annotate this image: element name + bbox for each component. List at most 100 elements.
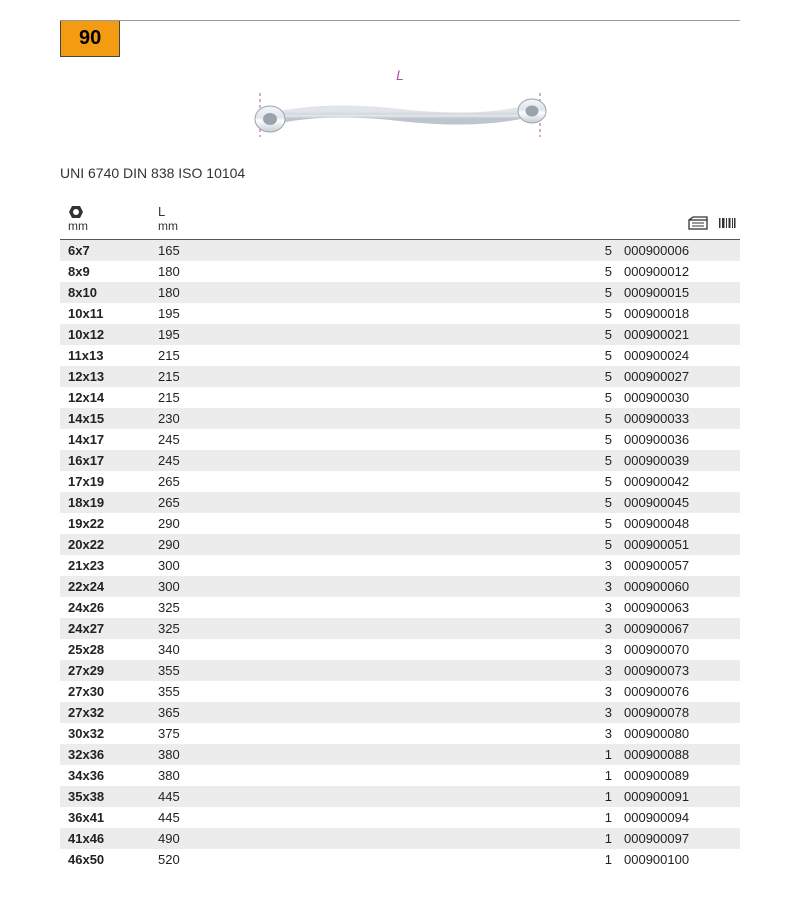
- cell-size: 27x30: [60, 681, 150, 702]
- cell-spacer: [270, 702, 580, 723]
- cell-spacer: [270, 324, 580, 345]
- table-row: 30x323753000900080: [60, 723, 740, 744]
- cell-qty: 3: [580, 702, 620, 723]
- cell-spacer: [270, 239, 580, 261]
- cell-size: 36x41: [60, 807, 150, 828]
- cell-length: 300: [150, 555, 270, 576]
- cell-spacer: [270, 387, 580, 408]
- cell-code: 000900012: [620, 261, 740, 282]
- cell-code: 000900063: [620, 597, 740, 618]
- cell-qty: 5: [580, 492, 620, 513]
- cell-code: 000900042: [620, 471, 740, 492]
- table-row: 24x263253000900063: [60, 597, 740, 618]
- cell-qty: 5: [580, 513, 620, 534]
- cell-spacer: [270, 429, 580, 450]
- cell-spacer: [270, 261, 580, 282]
- cell-size: 35x38: [60, 786, 150, 807]
- spec-table: mm L mm: [60, 199, 740, 870]
- hex-nut-icon: [68, 203, 84, 218]
- cell-code: 000900048: [620, 513, 740, 534]
- cell-size: 8x10: [60, 282, 150, 303]
- table-row: 34x363801000900089: [60, 765, 740, 786]
- cell-code: 000900033: [620, 408, 740, 429]
- cell-length: 180: [150, 282, 270, 303]
- cell-qty: 1: [580, 849, 620, 870]
- cell-size: 6x7: [60, 239, 150, 261]
- table-row: 11x132155000900024: [60, 345, 740, 366]
- cell-length: 290: [150, 513, 270, 534]
- cell-qty: 1: [580, 786, 620, 807]
- cell-length: 375: [150, 723, 270, 744]
- cell-size: 17x19: [60, 471, 150, 492]
- cell-code: 000900097: [620, 828, 740, 849]
- cell-qty: 3: [580, 639, 620, 660]
- cell-qty: 3: [580, 660, 620, 681]
- cell-length: 300: [150, 576, 270, 597]
- cell-size: 18x19: [60, 492, 150, 513]
- cell-spacer: [270, 765, 580, 786]
- cell-spacer: [270, 450, 580, 471]
- cell-size: 10x11: [60, 303, 150, 324]
- table-row: 46x505201000900100: [60, 849, 740, 870]
- cell-length: 355: [150, 660, 270, 681]
- col-header-size: mm: [60, 199, 150, 239]
- table-row: 27x30355 3000900076: [60, 681, 740, 702]
- cell-spacer: [270, 282, 580, 303]
- cell-qty: 5: [580, 366, 620, 387]
- cell-size: 24x26: [60, 597, 150, 618]
- cell-qty: 1: [580, 744, 620, 765]
- package-icon: [688, 216, 708, 230]
- cell-spacer: [270, 807, 580, 828]
- size-unit: mm: [68, 219, 142, 233]
- cell-code: 000900078: [620, 702, 740, 723]
- barcode-icon: [718, 216, 736, 230]
- table-row: 27x293553000900073: [60, 660, 740, 681]
- col-spacer: [270, 199, 580, 239]
- table-row: 6x71655000900006: [60, 239, 740, 261]
- cell-size: 10x12: [60, 324, 150, 345]
- cell-code: 000900027: [620, 366, 740, 387]
- table-row: 12x132155000900027: [60, 366, 740, 387]
- table-row: 12x142155000900030: [60, 387, 740, 408]
- catalog-page: 90 L UNI 6740 DIN 83: [0, 0, 800, 910]
- cell-length: 290: [150, 534, 270, 555]
- cell-spacer: [270, 639, 580, 660]
- table-row: 35x384451000900091: [60, 786, 740, 807]
- cell-code: 000900070: [620, 639, 740, 660]
- cell-size: 19x22: [60, 513, 150, 534]
- product-number-badge: 90: [60, 21, 120, 57]
- cell-qty: 5: [580, 239, 620, 261]
- length-unit: mm: [158, 219, 262, 233]
- table-row: 25x283403000900070: [60, 639, 740, 660]
- table-row: 18x192655000900045: [60, 492, 740, 513]
- cell-size: 14x15: [60, 408, 150, 429]
- cell-code: 000900076: [620, 681, 740, 702]
- standards-line: UNI 6740 DIN 838 ISO 10104: [60, 165, 740, 181]
- cell-length: 340: [150, 639, 270, 660]
- cell-qty: 3: [580, 681, 620, 702]
- cell-code: 000900089: [620, 765, 740, 786]
- cell-spacer: [270, 849, 580, 870]
- col-header-length: L mm: [150, 199, 270, 239]
- cell-spacer: [270, 408, 580, 429]
- cell-length: 355: [150, 681, 270, 702]
- cell-size: 27x32: [60, 702, 150, 723]
- cell-code: 000900080: [620, 723, 740, 744]
- table-row: 8x101805000900015: [60, 282, 740, 303]
- cell-spacer: [270, 534, 580, 555]
- cell-code: 000900067: [620, 618, 740, 639]
- cell-code: 000900015: [620, 282, 740, 303]
- table-row: 10x111955000900018: [60, 303, 740, 324]
- cell-spacer: [270, 303, 580, 324]
- cell-size: 34x36: [60, 765, 150, 786]
- cell-qty: 5: [580, 450, 620, 471]
- table-row: 27x323653000900078: [60, 702, 740, 723]
- cell-length: 215: [150, 366, 270, 387]
- table-row: 8x91805000900012: [60, 261, 740, 282]
- cell-spacer: [270, 555, 580, 576]
- cell-spacer: [270, 681, 580, 702]
- cell-length: 180: [150, 261, 270, 282]
- cell-length: 445: [150, 807, 270, 828]
- table-row: 16x172455000900039: [60, 450, 740, 471]
- cell-length: 230: [150, 408, 270, 429]
